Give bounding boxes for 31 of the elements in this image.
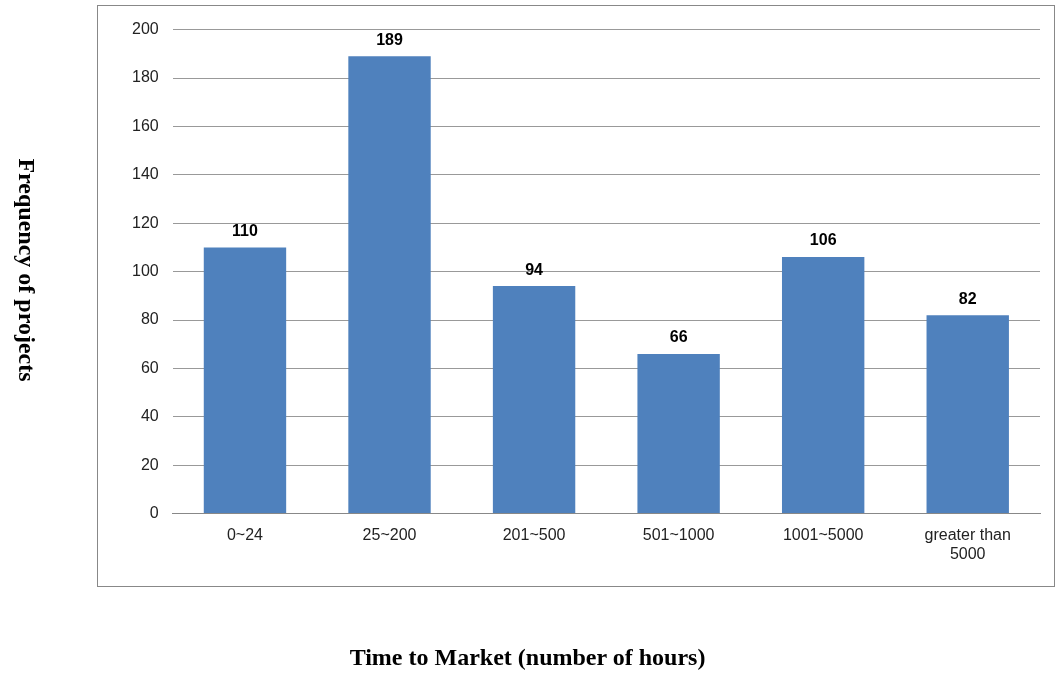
y-tick-label: 40 [140,407,159,425]
bar [492,286,576,514]
y-tick-label: 160 [131,116,159,134]
y-tick-label: 140 [131,165,159,183]
y-tick-label: 180 [131,68,159,86]
data-label: 66 [669,328,688,346]
data-label: 110 [232,221,258,239]
y-tick-label: 60 [140,358,159,376]
x-tick-label: 1001~5000 [782,525,864,543]
x-tick-label: 0~24 [226,525,264,543]
bar [781,257,865,514]
data-label: 106 [809,231,837,249]
x-tick-label: 25~200 [362,525,417,543]
x-tick-label: greater than 5000 [924,525,1011,562]
bar [348,56,431,514]
x-axis-title: Time to Market (number of hours) [348,644,707,671]
x-tick-label: 501~1000 [642,525,715,543]
bar [203,247,287,514]
y-tick-label: 80 [140,310,159,328]
y-tick-label: 100 [131,262,159,280]
y-tick-label: 0 [149,504,159,522]
bar [637,353,720,514]
data-label: 189 [376,30,403,48]
y-tick-label: 200 [131,20,159,38]
data-label: 94 [525,260,544,278]
y-tick-label: 120 [131,213,159,231]
data-label: 82 [958,289,977,307]
y-axis-title: Frequency of projects [12,158,40,382]
x-tick-label: 201~500 [502,525,566,543]
bar [926,315,1009,514]
y-tick-label: 20 [140,455,159,473]
